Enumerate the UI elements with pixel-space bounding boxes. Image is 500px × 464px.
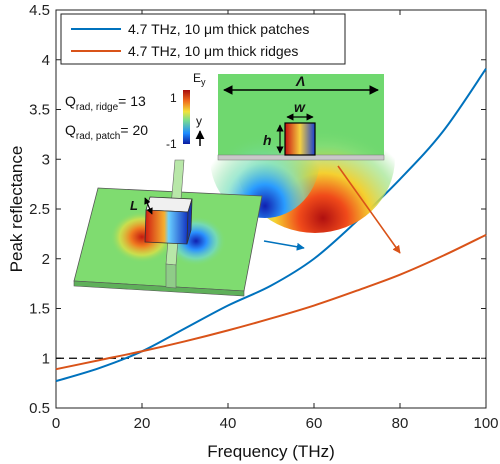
x-tick-label: 80 bbox=[392, 415, 409, 432]
orange-pointer-arrow-icon bbox=[337, 165, 401, 254]
h-label: h bbox=[263, 132, 272, 148]
legend-label-ridges: 4.7 THz, 10 μm thick ridges bbox=[128, 43, 298, 59]
colorbar-title-sub: y bbox=[201, 77, 206, 87]
ridge-field-inset: Λ w h bbox=[210, 73, 395, 233]
q-ridge-value: = 13 bbox=[118, 93, 146, 109]
y-tick-label: 4 bbox=[42, 52, 50, 69]
q-patch-value: = 20 bbox=[120, 122, 148, 138]
series-line-ridges bbox=[55, 233, 487, 371]
x-tick-label: 100 bbox=[473, 415, 498, 432]
q-ridge-sub: rad, ridge bbox=[76, 102, 119, 113]
plate-edge bbox=[73, 280, 245, 297]
colorbar-max-label: 1 bbox=[170, 91, 177, 105]
y-axis-title: Peak reflectance bbox=[7, 146, 26, 273]
L-arrow-icon bbox=[144, 197, 153, 215]
series-group bbox=[55, 68, 487, 383]
series-line-patches bbox=[55, 68, 487, 383]
y-tick-label: 3.5 bbox=[29, 102, 50, 119]
legend: 4.7 THz, 10 μm thick patches 4.7 THz, 10… bbox=[60, 13, 346, 65]
colorbar-title-main: E bbox=[193, 71, 201, 85]
y-tick-label: 2 bbox=[42, 251, 50, 268]
q-patch-annotation: Qrad, patch= 20 bbox=[65, 122, 148, 142]
blue-pointer-arrow-icon bbox=[263, 240, 305, 251]
x-tick-label: 20 bbox=[134, 415, 151, 432]
patch-front-face bbox=[144, 209, 189, 245]
colorbar-gradient bbox=[183, 90, 190, 144]
x-tick-label: 40 bbox=[220, 415, 237, 432]
y-tick-label: 2.5 bbox=[29, 201, 50, 218]
w-label: w bbox=[294, 99, 306, 115]
x-tick-label: 0 bbox=[52, 415, 60, 432]
q-patch-main: Q bbox=[65, 122, 76, 138]
ridge-inset-patch bbox=[284, 122, 316, 156]
legend-box bbox=[60, 13, 346, 65]
y-axis-ticks: 0.5 1 1.5 2 2.5 3 3.5 4 4.5 bbox=[29, 2, 486, 417]
legend-label-patches: 4.7 THz, 10 μm thick patches bbox=[128, 21, 309, 37]
colorbar-min-label: -1 bbox=[166, 137, 177, 151]
ridge-side-face bbox=[165, 263, 177, 289]
y-tick-label: 0.5 bbox=[29, 400, 50, 417]
y-tick-label: 3 bbox=[42, 151, 50, 168]
patch-right-face bbox=[186, 198, 193, 245]
x-axis-title: Frequency (THz) bbox=[207, 442, 335, 461]
q-patch-sub: rad, patch bbox=[76, 131, 120, 142]
lambda-label: Λ bbox=[295, 73, 305, 89]
x-tick-label: 60 bbox=[306, 415, 323, 432]
x-axis-ticks: 0 20 40 60 80 100 bbox=[52, 10, 499, 432]
patch-3d-illustration: L bbox=[73, 159, 263, 297]
L-label: L bbox=[130, 198, 138, 213]
ridge-inset-substrate bbox=[217, 154, 385, 161]
patch-top-face bbox=[145, 196, 193, 213]
colorbar-title: Ey bbox=[193, 71, 206, 87]
y-direction-label: y bbox=[196, 114, 202, 128]
y-tick-label: 4.5 bbox=[29, 2, 50, 19]
colorbar: Ey 1 -1 y bbox=[166, 71, 206, 151]
q-ridge-main: Q bbox=[65, 93, 76, 109]
y-tick-label: 1 bbox=[42, 350, 50, 367]
q-ridge-annotation: Qrad, ridge= 13 bbox=[65, 93, 146, 113]
y-tick-label: 1.5 bbox=[29, 301, 50, 318]
